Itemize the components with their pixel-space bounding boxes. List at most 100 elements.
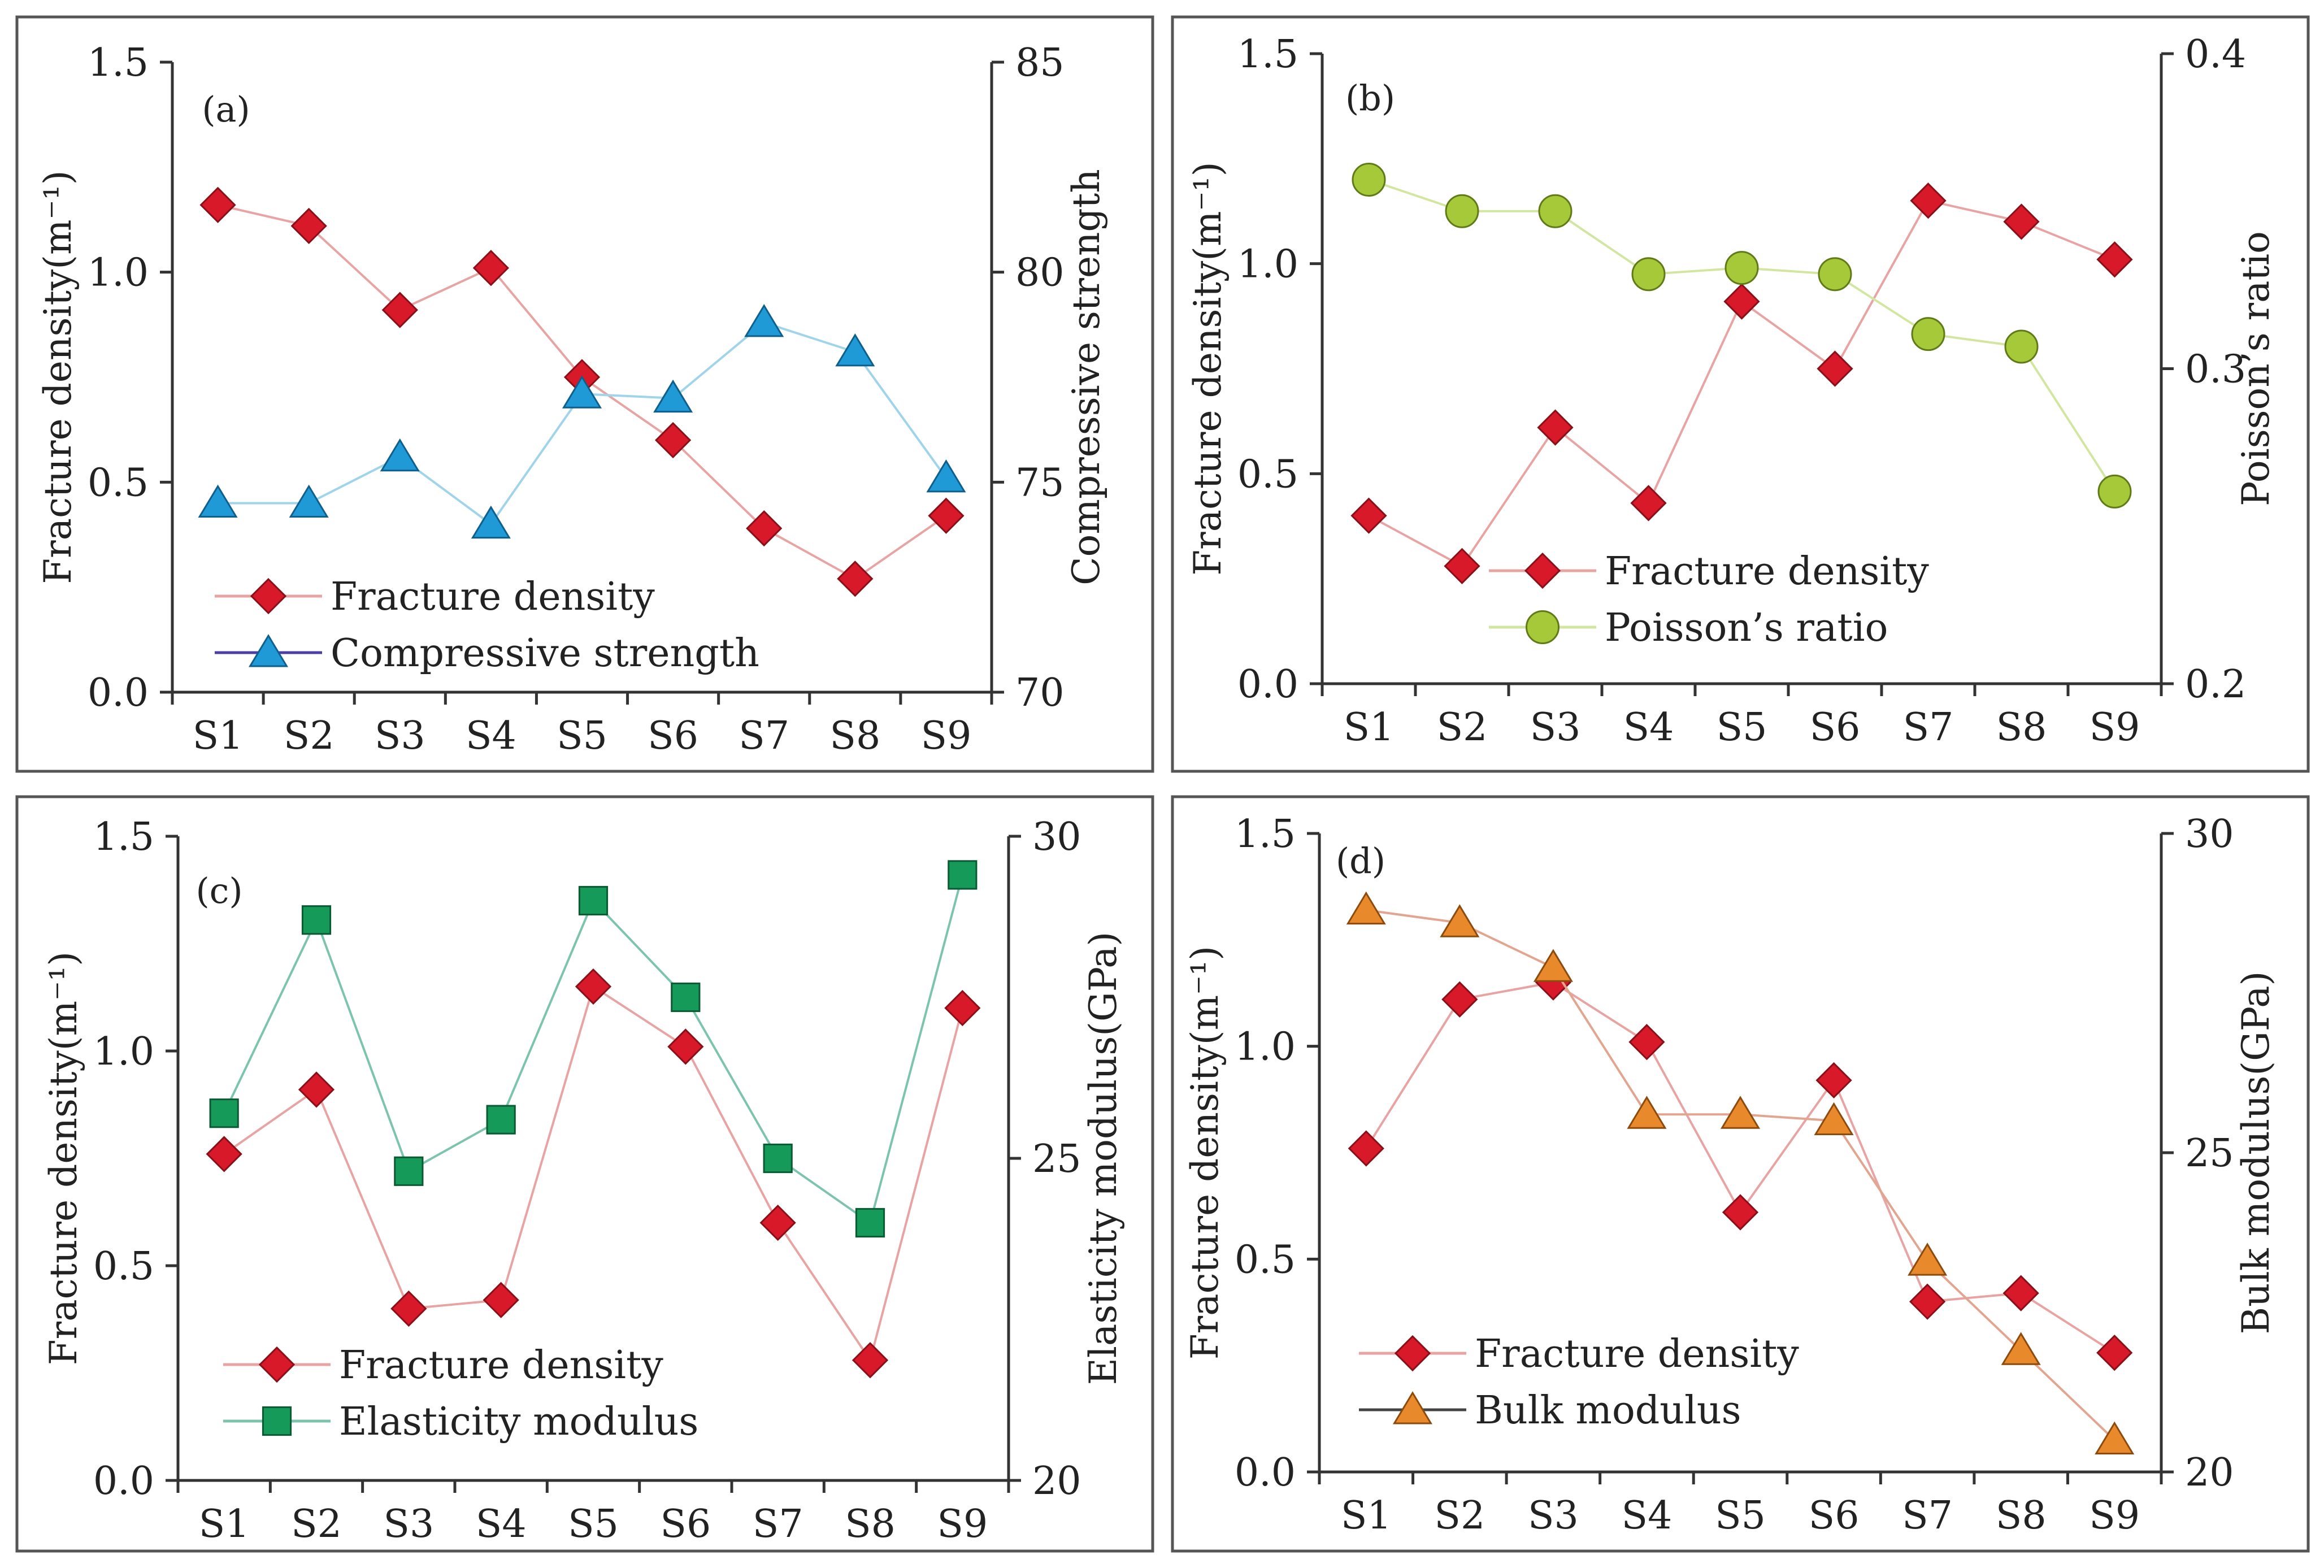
x-tick-label: S6 (1810, 705, 1861, 750)
panel-label: (a) (202, 89, 250, 130)
right-tick-label: 85 (1015, 41, 1065, 85)
data-point (1817, 350, 1853, 387)
right-axis-title: Bulk modulus(GPa) (2234, 971, 2278, 1335)
legend-label: Compressive strength (331, 631, 759, 676)
data-point (1720, 1096, 1761, 1129)
data-point (301, 905, 332, 935)
legend-label: Bulk modulus (1475, 1388, 1741, 1433)
data-point (1814, 1102, 1854, 1135)
data-point (759, 1204, 796, 1241)
right-tick-label: 25 (1032, 1137, 1081, 1182)
x-tick-label: S4 (1622, 1493, 1673, 1538)
data-point (852, 1342, 889, 1379)
data-point (390, 1290, 427, 1327)
x-tick-label: S7 (1902, 1493, 1953, 1538)
legend-marker (258, 1346, 296, 1383)
left-tick-label: 0.5 (88, 461, 149, 505)
legend-label: Elasticity modulus (339, 1400, 698, 1444)
x-tick-label: S1 (1344, 705, 1395, 750)
x-tick-label: S1 (193, 714, 244, 758)
data-point (1348, 1130, 1384, 1167)
data-point (1440, 904, 1480, 937)
chart-panel-4: S1 S2 S3 S4 S5 S6 S7 S8 S9 0.0 0.5 1.0 1.5 20 25 30 Frac… (1171, 795, 2310, 1553)
legend-marker (248, 634, 289, 667)
data-point (472, 250, 510, 286)
x-tick-label: S2 (291, 1502, 342, 1547)
left-tick-label: 1.0 (1235, 1025, 1296, 1070)
legend-marker (1394, 1335, 1431, 1372)
x-tick-label: S8 (1996, 1493, 2047, 1538)
data-point (2096, 1334, 2133, 1371)
data-point (1628, 1024, 1665, 1061)
x-tick-label: S3 (1530, 705, 1581, 750)
legend-label: Fracture density (1475, 1332, 1799, 1376)
left-tick-label: 1.5 (93, 815, 154, 859)
right-axis-title: Elasticity modulus(GPa) (1081, 932, 1125, 1385)
data-point (926, 459, 966, 493)
right-tick-label: 20 (1032, 1459, 1081, 1504)
data-point (744, 303, 784, 337)
data-point (298, 1071, 335, 1108)
data-point (2001, 1332, 2041, 1365)
data-point (1722, 1194, 1759, 1231)
right-tick-label: 30 (1032, 815, 1081, 859)
left-tick-label: 0.5 (1237, 452, 1298, 497)
right-tick-label: 70 (1015, 671, 1065, 715)
data-point (209, 1098, 239, 1128)
x-tick-label: S9 (937, 1502, 988, 1547)
x-tick-label: S8 (829, 714, 880, 758)
data-point (1445, 194, 1479, 228)
panel-label: (b) (1345, 77, 1395, 119)
x-tick-label: S4 (476, 1502, 527, 1547)
x-tick-label: S7 (739, 714, 789, 758)
x-tick-label: S9 (2090, 705, 2140, 750)
data-point (837, 561, 874, 597)
data-point (290, 207, 327, 245)
legend-label: Fracture density (339, 1343, 663, 1388)
x-tick-label: S2 (1434, 1493, 1485, 1538)
right-tick-label: 30 (2185, 812, 2234, 857)
x-tick-label: S4 (466, 714, 516, 758)
x-tick-label: S6 (660, 1502, 711, 1547)
right-tick-label: 25 (2185, 1131, 2234, 1176)
x-tick-label: S8 (845, 1502, 896, 1547)
data-point (2096, 241, 2133, 278)
left-tick-label: 0.0 (1235, 1450, 1296, 1495)
data-point (1723, 283, 1760, 320)
data-point (1444, 548, 1480, 584)
left-tick-label: 0.5 (93, 1244, 154, 1289)
data-point (746, 510, 783, 547)
data-point (1724, 251, 1759, 285)
right-tick-label: 0.2 (2185, 662, 2246, 707)
right-tick-label: 20 (2185, 1450, 2234, 1495)
data-point (1910, 183, 1947, 219)
data-point (206, 1136, 242, 1172)
data-point (1911, 317, 1945, 351)
x-tick-label: S3 (375, 714, 425, 758)
data-point (2004, 329, 2039, 364)
legend-marker (250, 577, 287, 615)
left-tick-label: 1.0 (1237, 242, 1298, 287)
x-tick-label: S1 (1341, 1493, 1392, 1538)
x-tick-label: S9 (921, 714, 972, 758)
data-point (381, 292, 418, 328)
legend-label: Fracture density (1605, 549, 1929, 594)
data-point (2003, 203, 2040, 240)
data-point (948, 860, 978, 890)
data-point (928, 497, 965, 534)
data-point (1909, 1283, 1946, 1320)
x-tick-label: S2 (1437, 705, 1488, 750)
data-point (1631, 257, 1666, 292)
x-tick-label: S3 (1528, 1493, 1579, 1538)
data-point (1538, 194, 1572, 228)
data-point (654, 422, 692, 459)
left-tick-label: 1.5 (1237, 32, 1298, 77)
left-tick-label: 0.0 (1237, 662, 1298, 707)
data-point (1533, 949, 1573, 982)
x-tick-label: S6 (1809, 1493, 1860, 1538)
data-point (2095, 1421, 2135, 1454)
data-point (1537, 409, 1574, 446)
panel-frame (1171, 15, 2310, 773)
x-tick-label: S7 (1903, 705, 1954, 750)
data-point (483, 1282, 519, 1318)
